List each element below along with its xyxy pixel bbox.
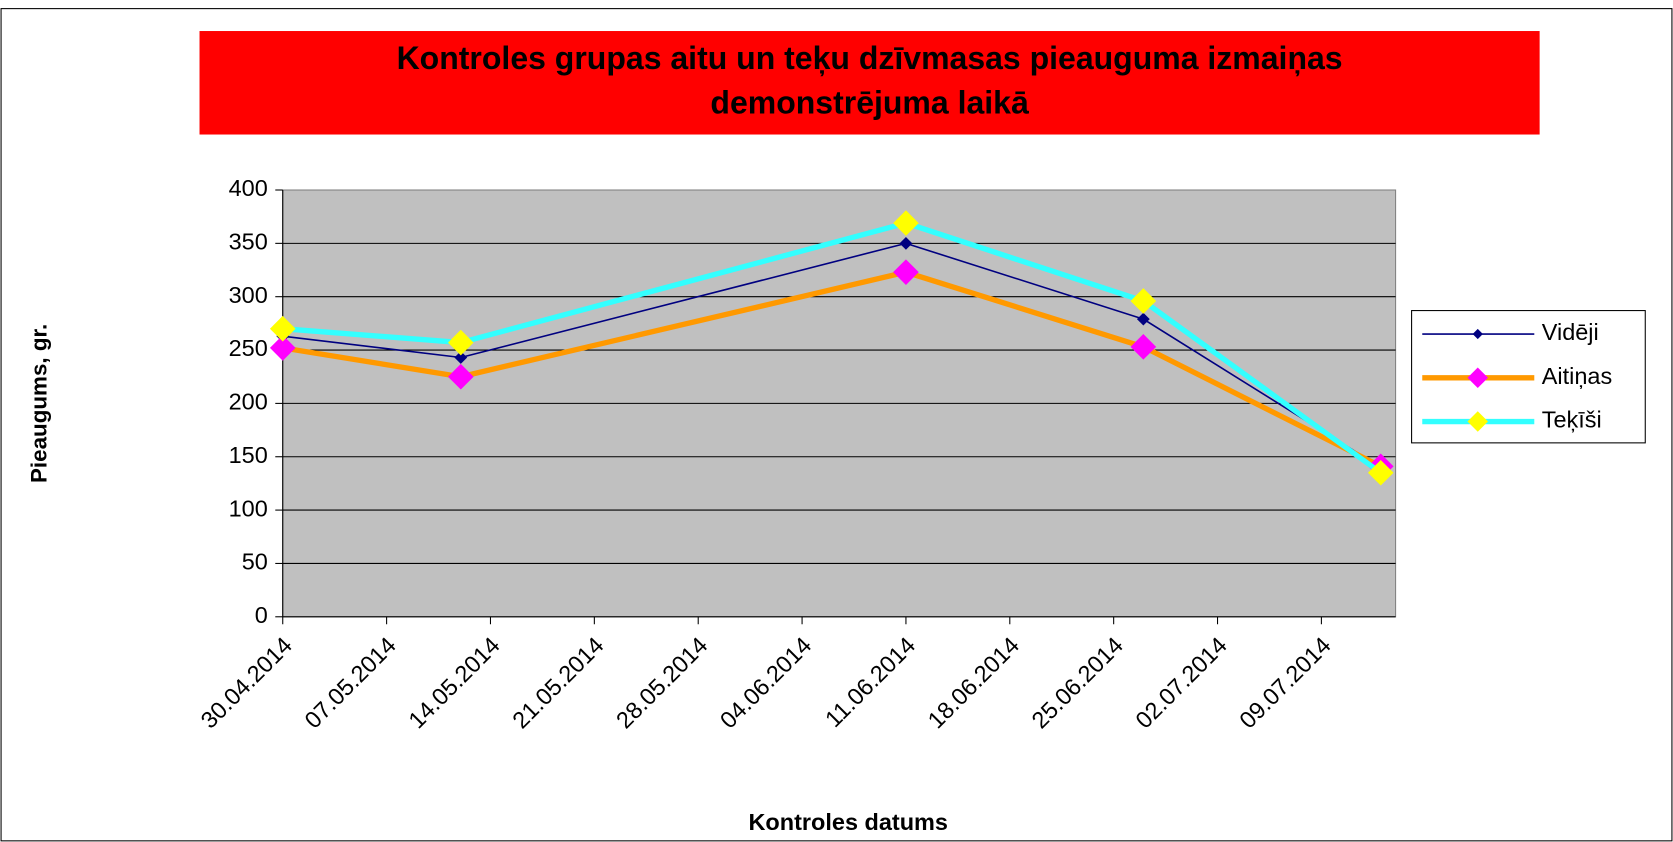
legend-label: Vidēji — [1542, 319, 1599, 345]
data-point — [269, 335, 296, 361]
y-tick-label: 300 — [229, 282, 268, 308]
data-point — [899, 236, 913, 250]
data-point — [447, 363, 474, 390]
legend-marker — [1467, 411, 1488, 432]
y-axis-label: Pieaugums, gr. — [26, 324, 51, 483]
legend-label: Aitiņas — [1542, 363, 1612, 389]
data-point — [269, 315, 296, 342]
data-point — [447, 329, 474, 356]
data-point — [454, 351, 468, 364]
legend-marker — [1467, 367, 1488, 389]
y-tick-label: 50 — [242, 549, 268, 575]
legend-marker — [1472, 328, 1483, 340]
y-tick-label: 400 — [229, 175, 268, 201]
y-tick-label: 250 — [229, 335, 268, 361]
x-axis-label: Kontroles datums — [748, 809, 948, 835]
chart-title: Kontroles grupas aitu un teķu dzīvmasas … — [397, 40, 1343, 121]
data-point — [1136, 312, 1150, 326]
data-point — [893, 259, 919, 285]
y-tick-label: 350 — [229, 229, 268, 255]
y-tick-label: 0 — [255, 602, 268, 628]
y-tick-label: 100 — [229, 495, 268, 521]
y-tick-label: 200 — [229, 389, 268, 415]
title-background — [199, 31, 1540, 135]
y-tick-label: 150 — [229, 442, 268, 468]
legend-label: Teķīši — [1542, 407, 1602, 433]
